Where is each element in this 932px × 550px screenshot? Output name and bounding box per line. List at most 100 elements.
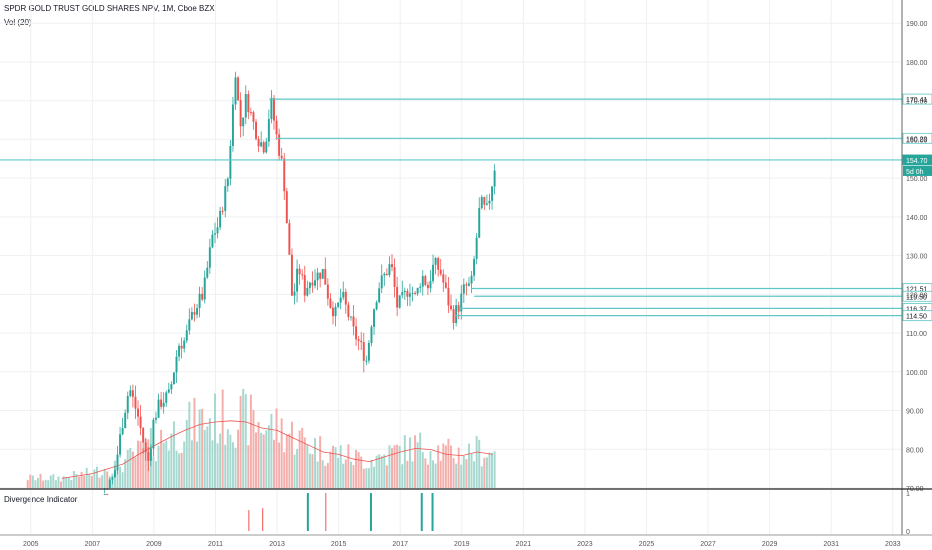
volume-bar — [316, 461, 319, 488]
indicator-tick-label: 0 — [906, 529, 910, 536]
volume-bar — [247, 445, 250, 488]
volume-bar — [160, 429, 163, 488]
candle-body — [493, 170, 496, 187]
candle-body — [473, 258, 476, 276]
candle-body — [293, 291, 296, 296]
volume-bar — [188, 401, 191, 488]
volume-bar — [411, 461, 414, 488]
candle-body — [370, 326, 373, 343]
candle-body — [362, 342, 365, 361]
volume-bar — [478, 439, 481, 488]
volume-bar — [252, 409, 255, 488]
volume-legend: Vol (20) — [4, 18, 32, 27]
volume-bar — [226, 429, 229, 488]
volume-bar — [221, 389, 224, 488]
candle-body — [242, 117, 245, 127]
candle-body — [426, 284, 429, 289]
candle-body — [226, 178, 229, 187]
candle-body — [444, 282, 447, 288]
volume-bar — [442, 443, 445, 488]
x-tick-label: 2017 — [392, 541, 408, 548]
volume-bar — [475, 436, 478, 488]
candle-body — [175, 356, 178, 373]
volume-bar — [406, 460, 409, 488]
candle-body — [460, 293, 463, 312]
indicator-tick-label: 1 — [906, 491, 910, 498]
volume-bar — [231, 442, 234, 488]
volume-bar — [403, 435, 406, 488]
candle-body — [414, 292, 417, 294]
volume-bar — [70, 480, 73, 488]
candle-body — [108, 479, 111, 488]
volume-bar — [332, 445, 334, 488]
candle-body — [396, 287, 399, 308]
volume-bar — [370, 459, 373, 488]
candle-body — [247, 94, 250, 113]
candle-body — [244, 94, 247, 118]
volume-bar — [380, 456, 383, 488]
volume-bar — [65, 477, 68, 488]
volume-bar — [29, 474, 32, 488]
volume-bar — [321, 460, 324, 488]
volume-bar — [172, 421, 175, 488]
volume-bar — [293, 454, 296, 488]
candle-body — [424, 276, 427, 285]
x-tick-label: 2011 — [208, 541, 223, 548]
candle-body — [165, 392, 168, 403]
volume-bar — [447, 438, 450, 488]
candle-body — [121, 428, 124, 435]
volume-bar — [260, 432, 263, 488]
volume-bar — [42, 480, 45, 488]
candle-body — [375, 302, 378, 310]
candle-body — [434, 257, 437, 265]
candle-body — [326, 284, 329, 299]
volume-bar — [283, 452, 286, 488]
volume-bar — [101, 475, 104, 488]
candle-body — [252, 112, 255, 122]
level-label-box — [902, 132, 932, 144]
volume-bar — [285, 434, 288, 488]
candle-body — [352, 316, 355, 327]
candle-body — [198, 293, 201, 309]
candle-body — [142, 427, 145, 443]
volume-bar — [450, 445, 452, 488]
volume-bar — [460, 464, 463, 488]
candle-body — [213, 233, 216, 235]
candle-body — [301, 274, 304, 276]
candle-body — [401, 292, 404, 296]
candle-body — [116, 454, 119, 471]
volume-bar — [90, 475, 93, 488]
candle-body — [324, 269, 327, 285]
volume-bar — [357, 452, 360, 488]
volume-bar — [311, 454, 314, 488]
volume-bar — [185, 419, 188, 488]
divergence-signal-bar — [306, 493, 309, 531]
volume-bar — [144, 439, 147, 488]
volume-bars — [26, 388, 496, 488]
volume-bar — [365, 468, 368, 488]
x-tick-label: 2031 — [823, 541, 839, 548]
volume-moving-average-line — [61, 420, 493, 479]
volume-bar — [119, 466, 122, 488]
candle-body — [190, 312, 193, 320]
y-tick-label: 160.00 — [906, 137, 928, 144]
indicator-title: Divergence Indicator — [4, 495, 78, 504]
level-label: 170.41 — [906, 97, 928, 104]
volume-bar — [465, 459, 468, 488]
candle-body — [411, 292, 414, 294]
volume-bar — [355, 450, 358, 488]
volume-bar — [219, 433, 222, 488]
volume-bar — [162, 442, 165, 488]
volume-bar — [401, 464, 404, 488]
candle-body — [229, 145, 232, 179]
candle-body — [216, 227, 219, 234]
candle-body — [234, 77, 237, 105]
volume-bar — [196, 441, 199, 488]
volume-bar — [178, 453, 181, 488]
candle-body — [211, 234, 214, 248]
candle-body — [298, 268, 301, 275]
candle-body — [134, 396, 137, 409]
candle-body — [260, 142, 263, 147]
